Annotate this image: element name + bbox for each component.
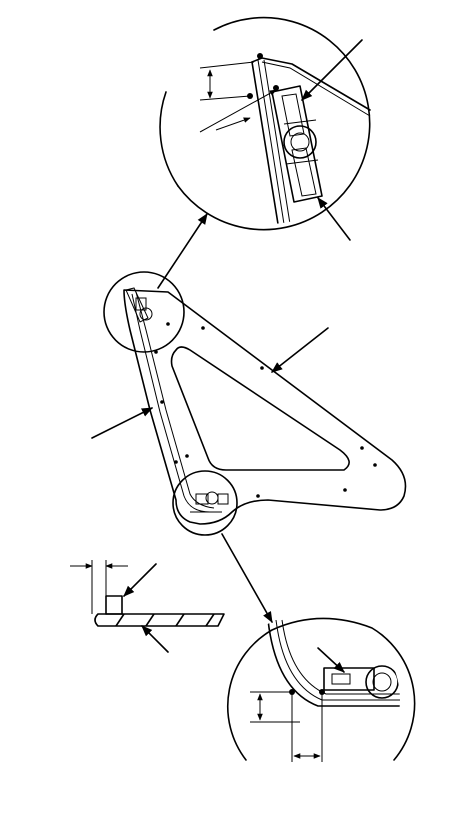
section-plate	[94, 613, 225, 627]
upper-dimension	[199, 61, 277, 133]
upper-detail-callout-circle	[103, 271, 185, 353]
bracket-cutout	[170, 346, 350, 471]
lower-detail-callout-circle	[172, 470, 238, 536]
lower-dimension	[250, 691, 323, 762]
lower-clip	[190, 491, 229, 513]
upper-detail-arc-left	[159, 91, 179, 187]
section-view	[70, 560, 225, 653]
section-leader-plate	[141, 625, 169, 653]
bracket-flange-line	[131, 293, 211, 513]
section-hatch	[115, 613, 215, 627]
upper-leader-bottom	[317, 197, 351, 241]
lower-detail	[226, 617, 416, 762]
lower-panel-edge	[267, 619, 400, 707]
section-leader-clip	[123, 563, 157, 597]
leader-arrow-bracket-flange	[91, 407, 154, 439]
upper-clip-detail	[271, 85, 323, 203]
upper-clip	[125, 287, 153, 323]
main-bracket	[91, 213, 407, 623]
upper-detail	[159, 16, 371, 241]
section-clip-block	[105, 595, 123, 615]
rivet-dots	[154, 322, 377, 498]
upper-leader-top	[301, 39, 363, 101]
leader-arrow-bracket-edge	[271, 327, 329, 373]
leader-arrow-to-upper-detail	[157, 213, 208, 289]
lower-leader	[317, 647, 345, 673]
leader-arrow-to-lower-detail	[221, 533, 273, 623]
upper-detail-arc	[177, 16, 371, 231]
upper-panel-edge	[251, 57, 371, 111]
lower-clip-detail	[323, 665, 399, 699]
bracket-outline	[123, 289, 407, 525]
bracket-flange-line-2	[135, 291, 215, 509]
lower-detail-arc	[226, 617, 416, 761]
